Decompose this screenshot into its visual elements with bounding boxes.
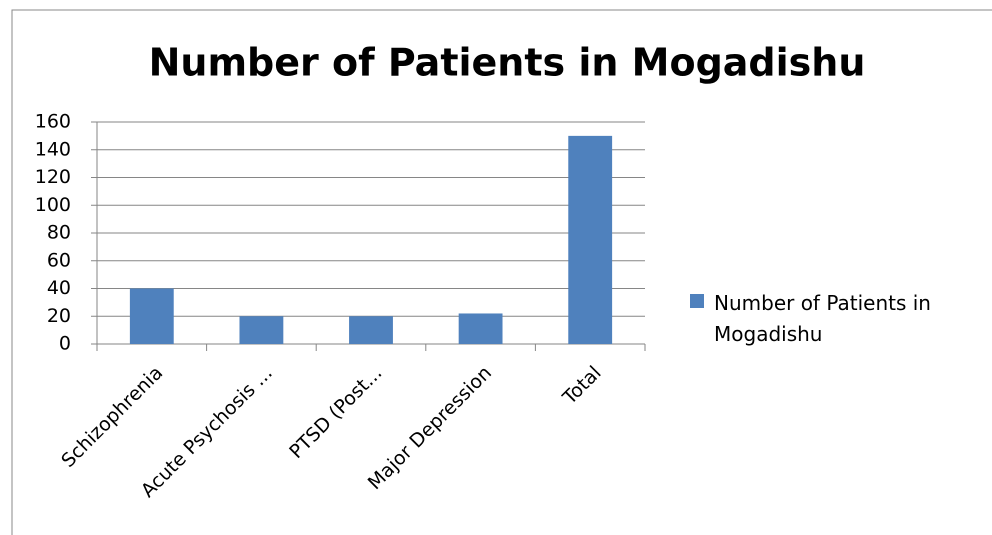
- y-tick-label: 140: [35, 138, 71, 160]
- chart-frame: [11, 9, 992, 535]
- legend-swatch: [690, 294, 704, 308]
- bar: [349, 316, 393, 344]
- y-tick-label: 80: [47, 222, 71, 244]
- bar: [239, 316, 284, 344]
- legend: Number of Patients in Mogadishu: [690, 288, 980, 350]
- legend-label: Number of Patients in Mogadishu: [714, 291, 931, 346]
- bar: [458, 313, 503, 344]
- bar: [129, 288, 174, 344]
- x-tick-label: Total: [558, 362, 606, 410]
- y-tick-label: 60: [47, 249, 71, 271]
- y-tick-label: 0: [59, 333, 71, 355]
- x-tick-label: Schizophrenia: [57, 362, 167, 472]
- bar: [568, 135, 613, 344]
- x-tick-label: Major Depression: [364, 362, 496, 494]
- y-tick-label: 120: [35, 166, 71, 188]
- y-tick-label: 20: [47, 305, 71, 327]
- y-tick-label: 160: [35, 111, 71, 133]
- x-tick-label: PTSD (Post...: [285, 362, 386, 463]
- y-tick-label: 40: [47, 277, 71, 299]
- chart-title: Number of Patients in Mogadishu: [149, 41, 866, 85]
- y-tick-label: 100: [35, 194, 71, 216]
